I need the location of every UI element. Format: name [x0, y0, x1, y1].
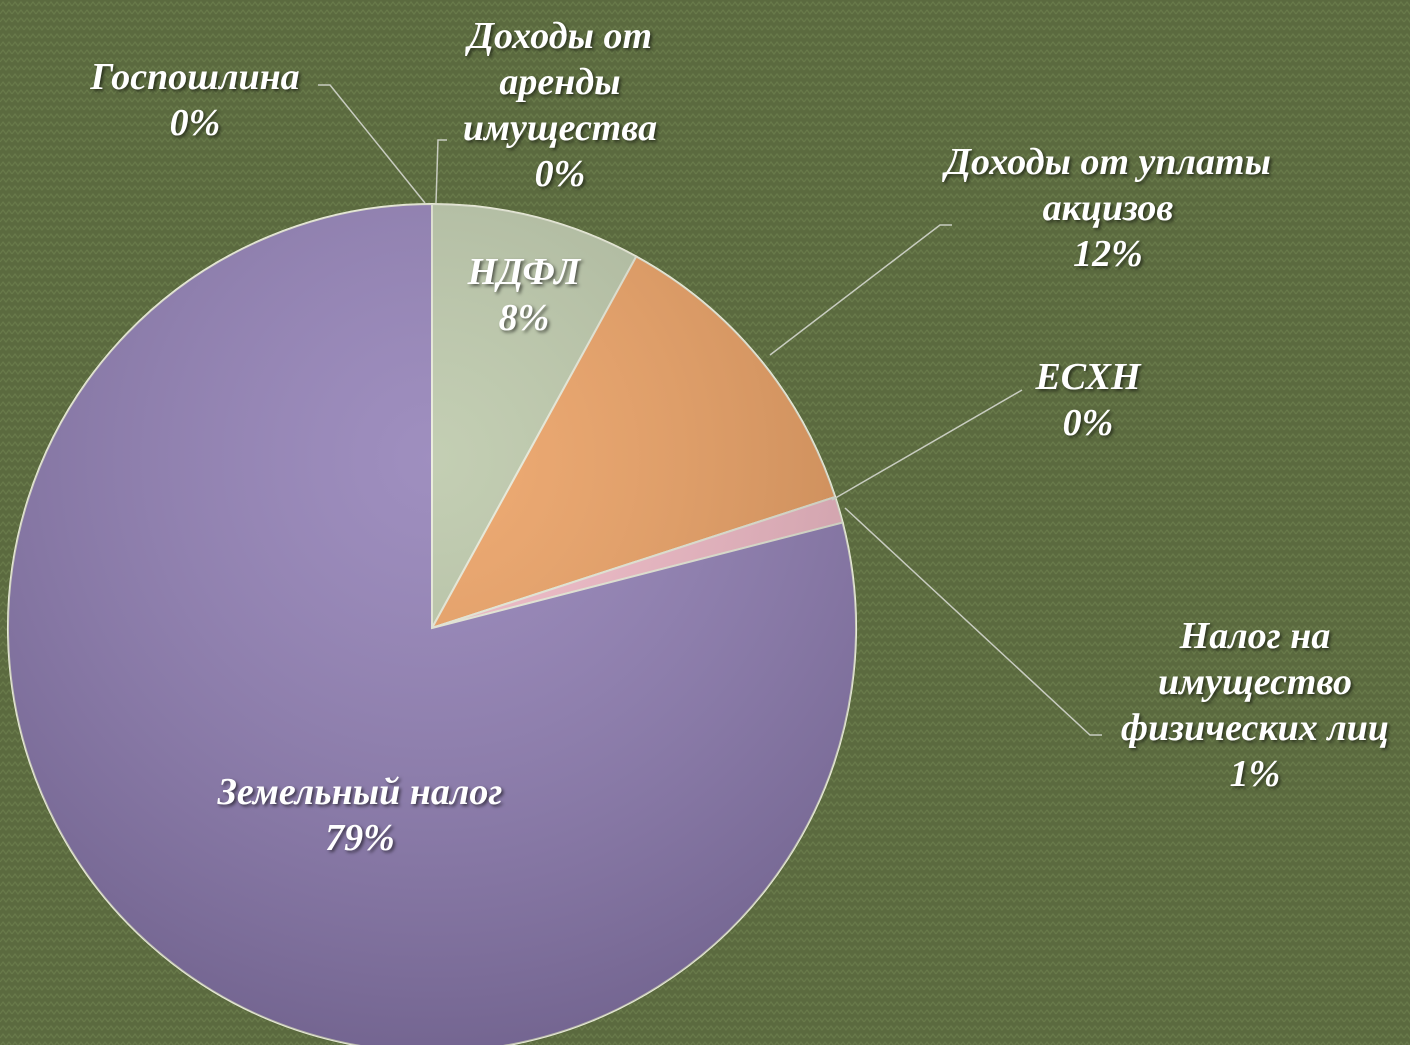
leader-line	[844, 507, 1102, 736]
slice-value: 79%	[325, 817, 395, 859]
slice-name: ЕСХН	[1035, 356, 1141, 398]
slice-name: Налог на имущество физических лиц	[1120, 615, 1390, 749]
slice-value: 0%	[534, 153, 586, 195]
slice-label: Земельный налог 79%	[150, 769, 570, 861]
slice-label: Налог на имущество физических лиц 1%	[1100, 613, 1410, 797]
slice-value: 12%	[1073, 233, 1143, 275]
leader-line	[769, 224, 952, 356]
slice-label: ЕСХН 0%	[988, 354, 1188, 446]
slice-label: Госпошлина 0%	[65, 54, 325, 146]
slice-label: Доходы от аренды имущества 0%	[440, 13, 680, 197]
slice-name: Земельный налог	[217, 771, 503, 813]
slice-name: НДФЛ	[467, 251, 581, 293]
slice-value: 8%	[498, 297, 550, 339]
slice-name: Госпошлина	[90, 56, 300, 98]
slice-name: Доходы от уплаты акцизов	[945, 141, 1271, 229]
leader-line	[435, 139, 447, 204]
slice-value: 1%	[1229, 753, 1281, 795]
slice-label: НДФЛ 8%	[424, 249, 624, 341]
slice-value: 0%	[169, 102, 221, 144]
slice-name: Доходы от аренды имущества	[462, 15, 658, 149]
slice-label: Доходы от уплаты акцизов 12%	[943, 139, 1273, 277]
slice-value: 0%	[1062, 402, 1114, 444]
leader-line	[318, 84, 426, 204]
leader-line	[831, 389, 1023, 501]
